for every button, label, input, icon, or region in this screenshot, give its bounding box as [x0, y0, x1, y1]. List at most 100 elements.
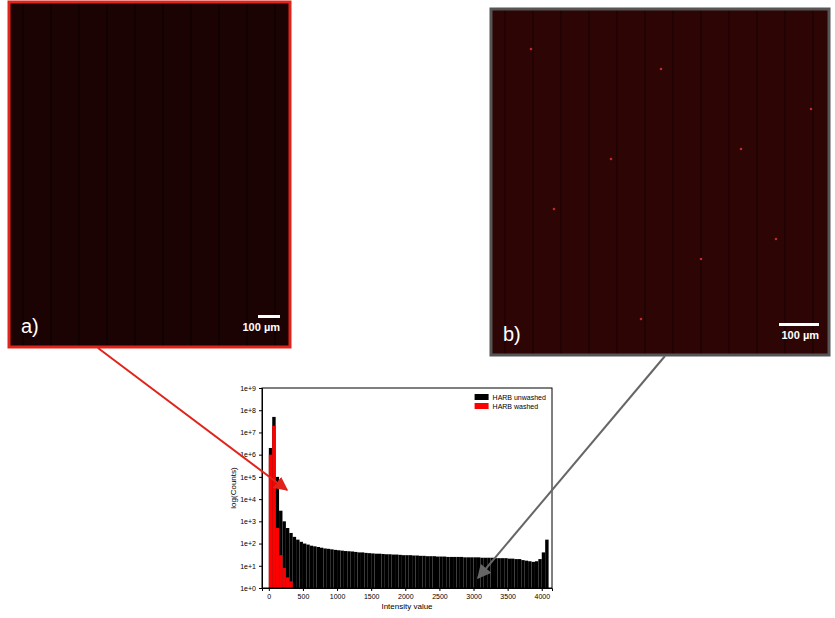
speck [660, 68, 663, 71]
histogram-bar [289, 581, 292, 588]
histogram-bar [323, 548, 326, 588]
histogram-bar [518, 559, 521, 588]
y-tick-label: 1e+1 [240, 563, 256, 570]
stripe [784, 9, 786, 355]
speck [640, 318, 643, 321]
histogram-bar [330, 549, 333, 588]
y-tick: 1e+9 [240, 385, 262, 392]
histogram-bar [371, 553, 374, 588]
y-tick: 1e+3 [240, 518, 262, 525]
stripe [504, 9, 506, 355]
histogram-bar [303, 544, 306, 588]
y-tick-mark [259, 410, 262, 411]
histogram-bar [320, 548, 323, 588]
y-axis: 1e+01e+11e+21e+31e+41e+51e+61e+71e+81e+9 [240, 385, 262, 592]
histogram-bar [310, 546, 313, 588]
y-tick-mark [259, 455, 262, 456]
x-tick-mark [439, 588, 440, 591]
x-tick: 3000 [466, 588, 482, 600]
stripe [616, 9, 618, 355]
histogram-bar [542, 552, 545, 588]
scale-bar-label: 100 µm [242, 321, 280, 333]
stripe [22, 2, 24, 347]
y-tick-label: 1e+2 [240, 540, 256, 547]
speck [610, 158, 613, 161]
histogram-bar [446, 557, 449, 588]
y-tick-mark [259, 588, 262, 589]
stripe [50, 2, 52, 347]
legend-item: HARB washed [475, 403, 539, 410]
x-tick-mark [405, 588, 406, 591]
panel-border [9, 2, 290, 347]
histogram-bar [317, 547, 320, 588]
panel-image [491, 9, 829, 355]
y-tick: 1e+2 [240, 540, 262, 547]
x-axis-line [263, 589, 553, 592]
histogram-bar [511, 559, 514, 588]
histogram-bar [409, 555, 412, 588]
y-tick-label: 1e+3 [240, 518, 256, 525]
histogram-bar [453, 557, 456, 588]
micrograph-panel: a) 100 µm [9, 2, 290, 347]
stripe [274, 2, 276, 347]
histogram-bar [419, 556, 422, 588]
arrow-b [478, 356, 665, 578]
stripe [560, 9, 562, 355]
histogram-bar [525, 561, 528, 588]
stripe [190, 2, 192, 347]
histogram-bar [426, 556, 429, 588]
x-tick: 1000 [330, 588, 346, 600]
y-tick: 1e+1 [240, 563, 262, 570]
histogram-bar [456, 557, 459, 588]
histogram-bar [450, 557, 453, 588]
x-tick: 0 [267, 588, 271, 600]
histogram-bar [494, 558, 497, 588]
histogram-bar [334, 550, 337, 588]
histogram-bar [385, 554, 388, 588]
histogram-bar [405, 555, 408, 588]
x-tick: 3500 [500, 588, 516, 600]
histogram-bar [470, 557, 473, 588]
stripe [246, 2, 248, 347]
histogram-bar [337, 550, 340, 588]
x-tick-label: 2500 [432, 593, 448, 600]
histogram-bar [398, 555, 401, 588]
figure: a)100 µmb)100 µm050010001500200025003000… [0, 0, 835, 618]
y-tick-mark [259, 499, 262, 500]
histogram-bar [388, 554, 391, 588]
histogram-bar [436, 557, 439, 588]
arrow-a [98, 348, 287, 490]
histogram-bar [508, 559, 511, 588]
stripe [644, 9, 646, 355]
scale-bar-label: 100 µm [781, 329, 819, 341]
legend: HARB unwashedHARB washed [475, 394, 546, 410]
x-tick-label: 3000 [466, 593, 482, 600]
stripe [134, 2, 136, 347]
x-tick-mark [269, 588, 270, 591]
histogram-bar [354, 552, 357, 588]
plot-frame [262, 388, 552, 588]
panel-image [9, 2, 290, 347]
stripe [756, 9, 758, 355]
histogram-bar [439, 557, 442, 588]
stripe [218, 2, 220, 347]
y-tick-mark [259, 388, 262, 389]
panel-label: b) [503, 323, 521, 345]
histogram-bar [351, 551, 354, 588]
histogram-bar [276, 528, 279, 588]
histogram-bar [474, 557, 477, 588]
x-tick-label: 1000 [330, 593, 346, 600]
y-tick-mark [259, 432, 262, 433]
y-tick: 1e+7 [240, 429, 262, 436]
histogram-bar [289, 533, 292, 588]
x-tick: 500 [298, 588, 310, 600]
histogram-bar [306, 545, 309, 588]
x-tick-mark [337, 588, 338, 591]
micrograph-panel: b) 100 µm [491, 9, 829, 355]
histogram-bar [361, 552, 364, 588]
histogram-bar [286, 577, 289, 588]
x-tick-mark [542, 588, 543, 591]
y-tick-label: 1e+7 [240, 429, 256, 436]
panel-label: a) [21, 315, 39, 337]
histogram-bar [416, 556, 419, 588]
